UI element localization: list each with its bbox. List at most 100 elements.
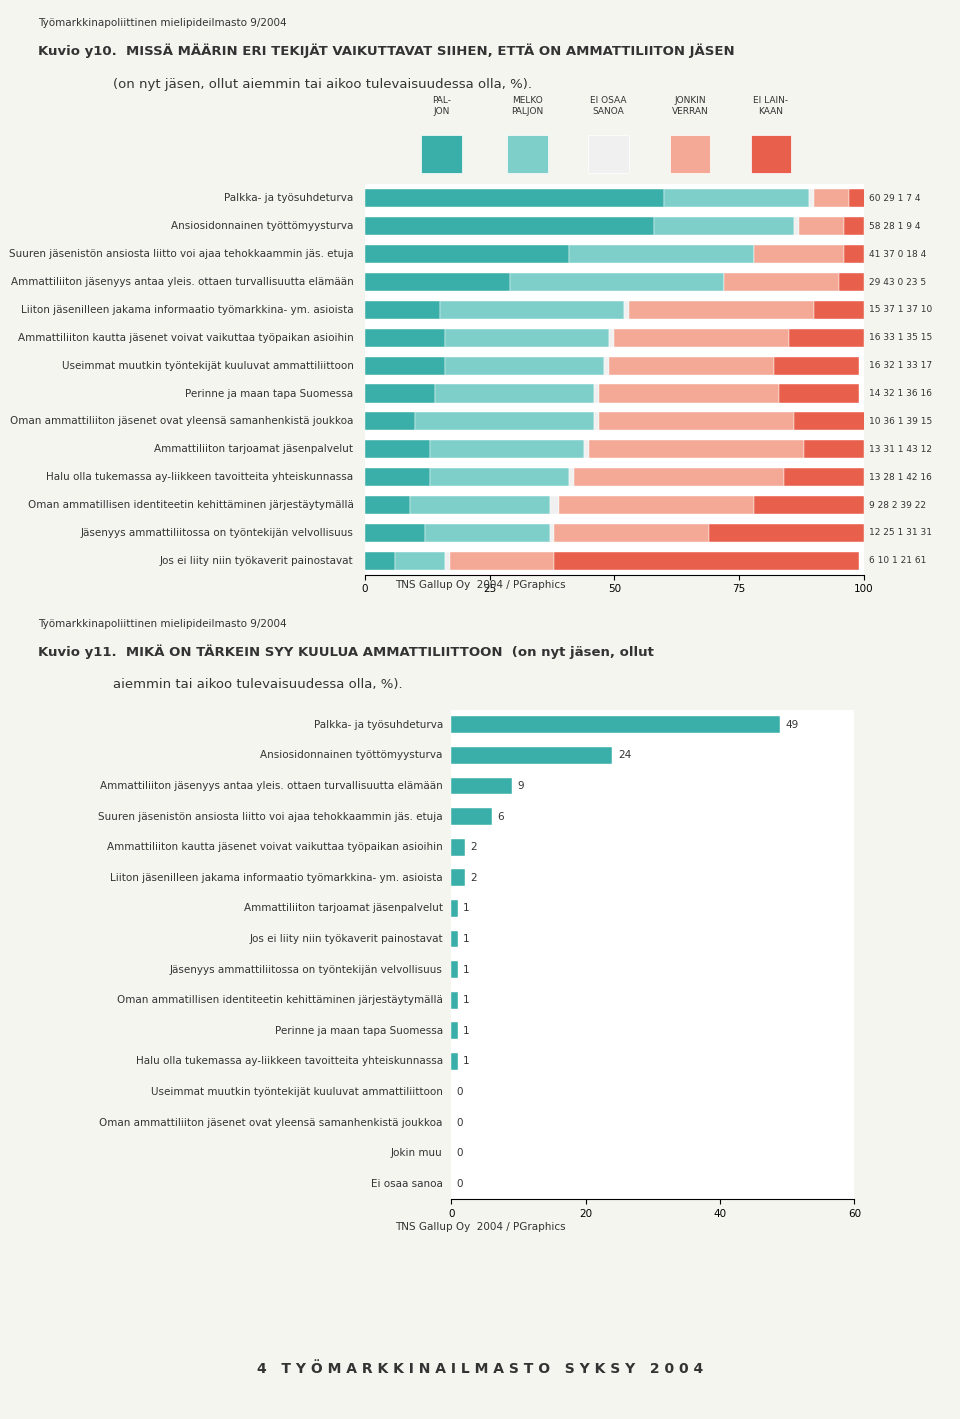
Text: Jos ei liity niin työkaverit painostavat: Jos ei liity niin työkaverit painostavat [159,556,353,566]
Text: 0: 0 [457,1179,463,1189]
Text: Työmarkkinapoliittinen mielipideilmasto 9/2004: Työmarkkinapoliittinen mielipideilmasto … [37,619,286,629]
Text: PAL-
JON: PAL- JON [432,96,451,116]
FancyBboxPatch shape [751,135,791,173]
Bar [599,413,794,430]
Bar [555,552,859,570]
Text: EI OSAA
SANOA: EI OSAA SANOA [590,96,627,116]
Text: (on nyt jäsen, ollut aiemmin tai aikoo tulevaisuudessa olla, %).: (on nyt jäsen, ollut aiemmin tai aikoo t… [112,78,532,91]
Text: 0: 0 [457,1118,463,1128]
Bar [365,189,664,207]
Bar [510,272,724,291]
Bar [451,746,612,763]
Bar [451,717,780,734]
Bar [849,189,869,207]
Text: Oman ammattiliiton jäsenet ovat yleensä samanhenkistä joukkoa: Oman ammattiliiton jäsenet ovat yleensä … [100,1118,443,1128]
Bar [365,356,444,375]
Text: 1: 1 [464,904,470,914]
Bar [365,272,510,291]
Bar [395,552,444,570]
FancyBboxPatch shape [588,135,629,173]
Bar [451,839,465,856]
Text: Oman ammattiliiton jäsenet ovat yleensä samanhenkistä joukkoa: Oman ammattiliiton jäsenet ovat yleensä … [10,416,353,426]
Text: Kuvio y10.  MISSÄ MÄÄRIN ERI TEKIJÄT VAIKUTTAVAT SIIHEN, ETTÄ ON AMMATTILIITON J: Kuvio y10. MISSÄ MÄÄRIN ERI TEKIJÄT VAIK… [37,44,734,58]
Text: 9 28 2 39 22: 9 28 2 39 22 [869,501,926,509]
FancyBboxPatch shape [669,135,710,173]
Bar [774,356,859,375]
Bar [755,245,844,263]
Bar [555,524,709,542]
Text: Ammattiliiton jäsenyys antaa yleis. ottaen turvallisuutta elämään: Ammattiliiton jäsenyys antaa yleis. otta… [11,277,353,287]
Bar [594,385,599,403]
Text: 9: 9 [517,780,524,790]
Bar [569,468,574,487]
Text: TNS Gallup Oy  2004 / PGraphics: TNS Gallup Oy 2004 / PGraphics [395,580,565,590]
Bar [424,524,549,542]
Bar [789,329,864,346]
Bar [549,497,560,514]
Text: 13 31 1 43 12: 13 31 1 43 12 [869,444,932,454]
Bar [724,272,839,291]
Text: Halu olla tukemassa ay-liikkeen tavoitteita yhteiskunnassa: Halu olla tukemassa ay-liikkeen tavoitte… [46,473,353,482]
Bar [630,301,814,319]
Bar [365,552,395,570]
Bar [794,413,869,430]
Bar [444,552,449,570]
Bar [614,329,789,346]
Text: Jäsenyys ammattiliitossa on työntekijän velvollisuus: Jäsenyys ammattiliitossa on työntekijän … [81,528,353,538]
Text: 41 37 0 18 4: 41 37 0 18 4 [869,250,926,258]
Bar [610,356,774,375]
Text: Ammattiliiton jäsenyys antaa yleis. ottaen turvallisuutta elämään: Ammattiliiton jäsenyys antaa yleis. otta… [100,780,443,790]
Bar [589,440,804,458]
Bar [410,497,549,514]
Bar [451,900,458,917]
Bar [451,931,458,948]
Bar [365,245,569,263]
Text: Suuren jäsenistön ansiosta liitto voi ajaa tehokkaammin jäs. etuja: Suuren jäsenistön ansiosta liitto voi aj… [98,812,443,822]
Text: 1: 1 [464,965,470,975]
Bar [605,356,610,375]
Text: TNS Gallup Oy  2004 / PGraphics: TNS Gallup Oy 2004 / PGraphics [395,1222,565,1233]
Text: Useimmat muutkin työntekijät kuuluvat ammattiliittoon: Useimmat muutkin työntekijät kuuluvat am… [61,360,353,370]
Text: 15 37 1 37 10: 15 37 1 37 10 [869,305,932,315]
Text: 14 32 1 36 16: 14 32 1 36 16 [869,389,932,397]
Bar [365,329,444,346]
Text: Ansiosidonnainen työttömyysturva: Ansiosidonnainen työttömyysturva [171,221,353,231]
Text: 24: 24 [618,751,631,761]
Bar [430,440,585,458]
Text: Useimmat muutkin työntekijät kuuluvat ammattiliittoon: Useimmat muutkin työntekijät kuuluvat am… [151,1087,443,1097]
Bar [451,778,512,795]
Bar [844,245,864,263]
Bar [549,524,555,542]
Text: Jos ei liity niin työkaverit painostavat: Jos ei liity niin työkaverit painostavat [250,934,443,944]
Text: Kuvio y11.  MIKÄ ON TÄRKEIN SYY KUULUA AMMATTILIITTOON  (on nyt jäsen, ollut: Kuvio y11. MIKÄ ON TÄRKEIN SYY KUULUA AM… [37,644,654,660]
Bar [365,440,430,458]
Bar [655,217,794,236]
Text: Ei osaa sanoa: Ei osaa sanoa [371,1179,443,1189]
Text: JONKIN
VERRAN: JONKIN VERRAN [671,96,708,116]
Bar [365,301,440,319]
Bar [365,413,415,430]
Text: Oman ammatillisen identiteetin kehittäminen järjestäytymällä: Oman ammatillisen identiteetin kehittämi… [28,499,353,509]
Bar [444,329,610,346]
Text: 1: 1 [464,934,470,944]
Bar [569,245,755,263]
Text: 16 32 1 33 17: 16 32 1 33 17 [869,362,932,370]
Bar [451,809,492,824]
Text: 10 36 1 39 15: 10 36 1 39 15 [869,417,932,426]
Bar [365,497,410,514]
Bar [435,385,594,403]
Bar [814,301,864,319]
Bar [415,413,594,430]
Bar [755,497,864,514]
Bar [365,468,430,487]
Bar [451,1022,458,1039]
Bar [664,189,809,207]
Bar [594,413,599,430]
Text: 0: 0 [457,1087,463,1097]
Text: 6 10 1 21 61: 6 10 1 21 61 [869,556,926,565]
Bar [784,468,864,487]
Text: 16 33 1 35 15: 16 33 1 35 15 [869,333,932,342]
Bar [844,217,864,236]
Bar [440,301,624,319]
Text: 49: 49 [786,719,799,729]
